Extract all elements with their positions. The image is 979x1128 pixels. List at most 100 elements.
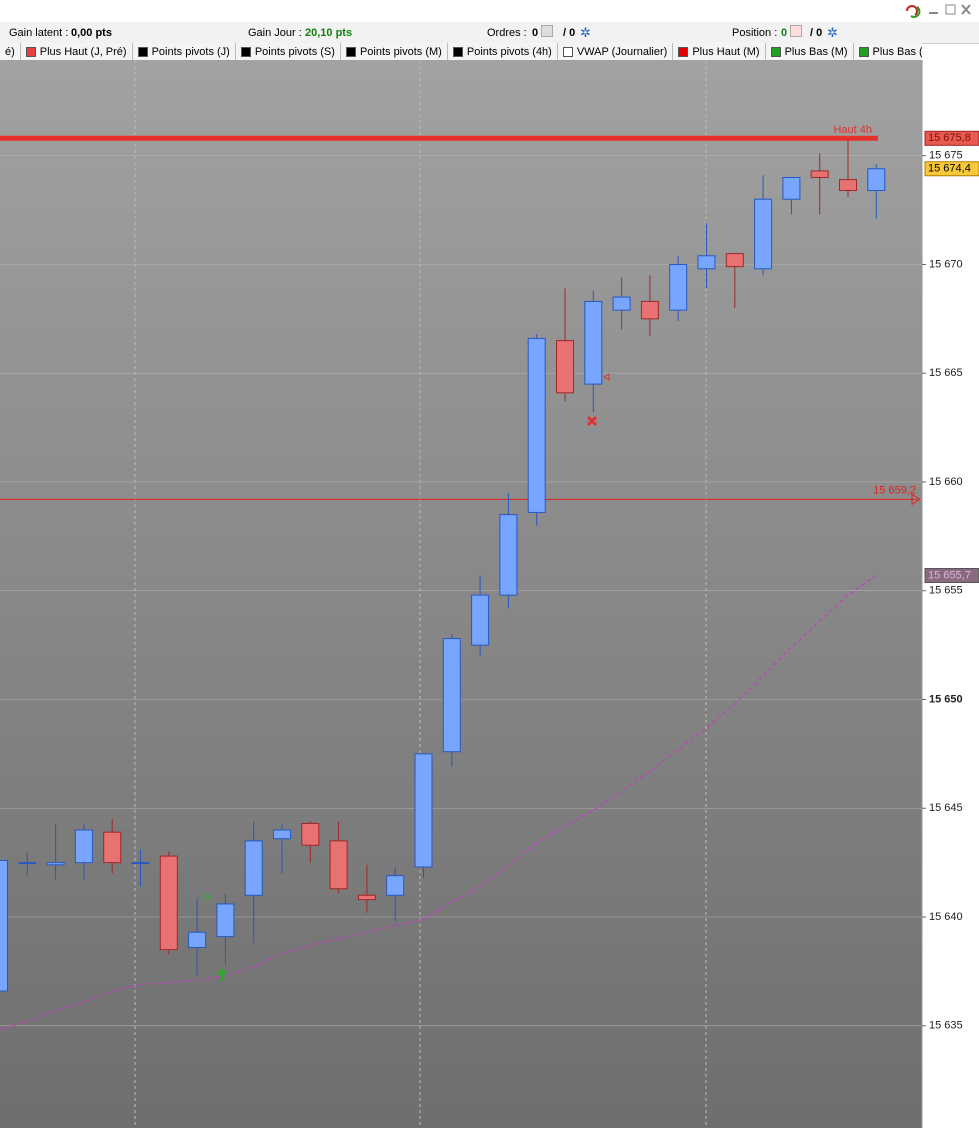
axis-area bbox=[922, 60, 979, 1128]
candle-body bbox=[18, 862, 37, 865]
level-label: 15 659,2 bbox=[873, 484, 916, 496]
candle-body bbox=[357, 894, 376, 901]
icon[interactable] bbox=[541, 25, 553, 37]
candle-body bbox=[612, 296, 631, 311]
legend-swatch bbox=[345, 46, 356, 57]
legend-label: Plus Bas (S) bbox=[872, 45, 922, 58]
indicator-legend: é) Plus Haut (J, Pré) Points pivots (J) Poi… bbox=[0, 43, 922, 60]
legend-label: VWAP (Journalier) bbox=[576, 45, 668, 58]
icon[interactable] bbox=[790, 25, 802, 37]
y-tick-label: 15 640 bbox=[929, 911, 963, 923]
close[interactable] bbox=[961, 4, 971, 15]
signal-markers bbox=[204, 373, 610, 981]
level-label: 15 675,8 bbox=[928, 132, 971, 144]
candle-body bbox=[46, 862, 65, 866]
candle-body bbox=[386, 875, 405, 896]
y-tick-label: 15 675 bbox=[929, 150, 963, 162]
last-price-box bbox=[924, 161, 979, 177]
legend-item[interactable]: Points pivots (M) bbox=[341, 43, 448, 60]
value: 20,10 pts bbox=[305, 27, 353, 39]
last-price-label: 15 674,4 bbox=[928, 163, 971, 175]
candle-body bbox=[669, 263, 688, 311]
value: / 0 bbox=[810, 27, 823, 39]
legend-label: Plus Haut (M) bbox=[692, 45, 760, 58]
legend-item[interactable]: Plus Haut (J, Pré) bbox=[21, 43, 133, 60]
indicator-label-box bbox=[924, 568, 979, 584]
y-tick-label: 15 635 bbox=[929, 1020, 963, 1032]
legend-label: Points pivots (S) bbox=[254, 45, 335, 58]
legend-item[interactable]: Points pivots (J) bbox=[133, 43, 236, 60]
candle-body bbox=[782, 176, 801, 200]
legend-label: Plus Bas (M) bbox=[784, 45, 848, 58]
value: 0 bbox=[781, 27, 788, 39]
legend-item[interactable]: Points pivots (S) bbox=[236, 43, 341, 60]
time-grid bbox=[134, 60, 707, 1128]
candle-body bbox=[640, 300, 659, 320]
legend-swatch bbox=[770, 46, 781, 57]
legend-label: Points pivots (J) bbox=[151, 45, 230, 58]
candle-body bbox=[414, 753, 433, 868]
candle-body bbox=[499, 514, 518, 596]
candle-body bbox=[442, 638, 461, 753]
legend-label: é) bbox=[5, 45, 15, 58]
candle-body bbox=[584, 300, 603, 385]
legend-item[interactable]: Plus Haut (M) bbox=[673, 43, 766, 60]
maximize[interactable] bbox=[945, 4, 956, 15]
legend-label: Plus Haut (J, Pré) bbox=[39, 45, 127, 58]
legend-swatch bbox=[858, 46, 869, 57]
legend-swatch bbox=[678, 46, 689, 57]
candle-body bbox=[527, 337, 546, 513]
value: / 0 bbox=[563, 27, 576, 39]
candle-body bbox=[329, 840, 348, 890]
y-tick-label: 15 655 bbox=[929, 585, 963, 597]
candle-body bbox=[301, 822, 320, 846]
legend-label: Points pivots (M) bbox=[359, 45, 442, 58]
legend-swatch bbox=[137, 46, 148, 57]
legend-item[interactable]: é) bbox=[0, 43, 21, 60]
toolbar: Gain latent : 0,00 pts Gain Jour : 20,10… bbox=[0, 22, 979, 44]
legend-item[interactable]: Points pivots (4h) bbox=[448, 43, 558, 60]
candle-body bbox=[103, 831, 122, 864]
plot-area bbox=[0, 60, 922, 1128]
candle-body bbox=[471, 594, 490, 646]
candle-body bbox=[839, 179, 857, 192]
gear-icon[interactable]: ✲ bbox=[827, 25, 838, 40]
legend-item[interactable]: VWAP (Journalier) bbox=[558, 43, 674, 60]
candle-body bbox=[273, 829, 291, 840]
level-arrow bbox=[911, 493, 921, 506]
legend-swatch bbox=[25, 46, 36, 57]
indicator-label: 15 655,7 bbox=[928, 569, 971, 581]
candle-body bbox=[74, 829, 93, 864]
y-tick-label: 15 660 bbox=[929, 476, 963, 488]
candle-body bbox=[0, 859, 8, 992]
legend-swatch bbox=[452, 46, 463, 57]
candle-body bbox=[188, 931, 207, 948]
level-annotation: Haut 4h bbox=[833, 124, 872, 136]
candle-body bbox=[131, 862, 150, 865]
y-tick-label: 15 665 bbox=[929, 367, 963, 379]
label: Gain latent : bbox=[9, 27, 69, 39]
candle-body bbox=[725, 253, 744, 268]
y-tick-label: 15 645 bbox=[929, 802, 963, 814]
minimize[interactable] bbox=[929, 12, 938, 14]
legend-item[interactable]: Plus Bas (M) bbox=[766, 43, 854, 60]
legend-item[interactable]: Plus Bas (S) bbox=[854, 43, 922, 60]
value: 0,00 pts bbox=[71, 27, 112, 39]
label: Gain Jour : bbox=[248, 27, 302, 39]
legend-label: Points pivots (4h) bbox=[466, 45, 552, 58]
candle-body bbox=[867, 168, 886, 192]
indicator-line bbox=[0, 575, 877, 1031]
window-icons bbox=[906, 4, 971, 18]
legend-swatch bbox=[240, 46, 251, 57]
gear-icon[interactable]: ✲ bbox=[580, 25, 591, 40]
y-tick-label: 15 670 bbox=[929, 258, 963, 270]
candle-body bbox=[697, 255, 716, 270]
candle-body bbox=[754, 198, 773, 270]
value: 0 bbox=[532, 27, 539, 39]
candle-body bbox=[556, 340, 574, 394]
legend-swatch bbox=[562, 46, 573, 57]
candle-body bbox=[216, 903, 235, 938]
candle-body bbox=[810, 170, 829, 178]
